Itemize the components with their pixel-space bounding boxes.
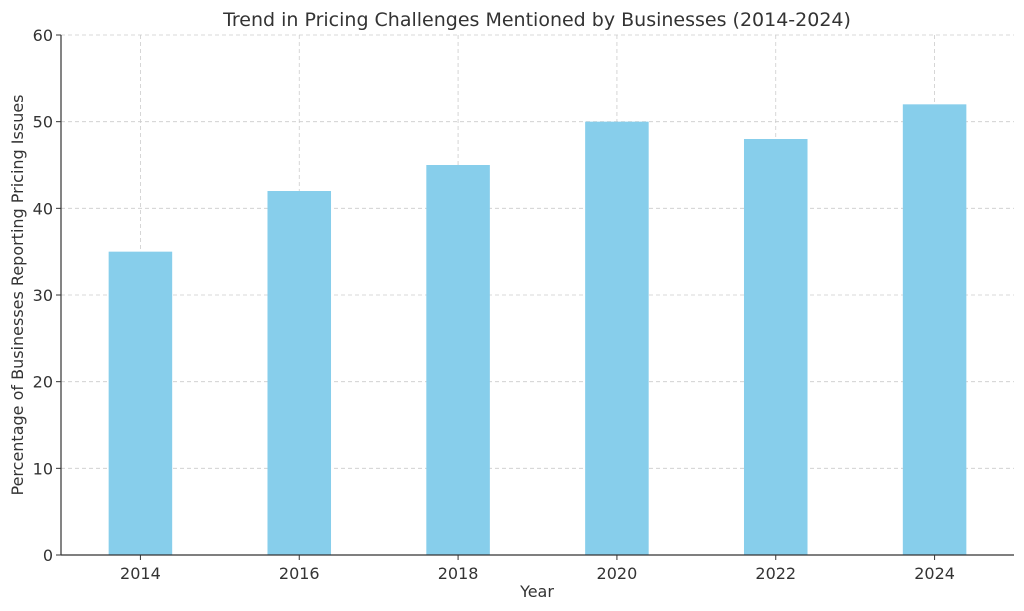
x-axis-label: Year — [519, 582, 554, 601]
x-tick-label: 2024 — [914, 564, 955, 583]
bar-2018 — [426, 165, 490, 555]
y-tick-label: 50 — [33, 113, 53, 132]
x-tick-label: 2018 — [438, 564, 479, 583]
x-tick-label: 2016 — [279, 564, 320, 583]
x-tick-label: 2022 — [755, 564, 796, 583]
bar-2016 — [267, 191, 332, 555]
bar-2020 — [585, 121, 649, 556]
y-tick-label: 40 — [33, 199, 53, 218]
grid-lines — [61, 34, 1014, 556]
bars — [108, 104, 967, 556]
bar-2024 — [902, 104, 967, 555]
y-tick-label: 30 — [33, 286, 53, 305]
tick-labels: 0 10 20 30 40 50 60 2014 2016 2018 2020 2022 2024 — [33, 26, 955, 583]
x-tick-label: 2014 — [120, 564, 161, 583]
bar-2014 — [108, 251, 173, 555]
y-axis-label: Percentage of Businesses Reporting Prici… — [8, 94, 27, 495]
chart-title: Trend in Pricing Challenges Mentioned by… — [222, 9, 851, 31]
axes — [56, 34, 1014, 560]
bar-2022 — [743, 139, 808, 555]
y-tick-label: 0 — [43, 546, 53, 565]
x-tick-label: 2020 — [597, 564, 638, 583]
y-tick-label: 60 — [33, 26, 53, 45]
y-tick-label: 10 — [33, 459, 53, 478]
y-tick-label: 20 — [33, 373, 53, 392]
